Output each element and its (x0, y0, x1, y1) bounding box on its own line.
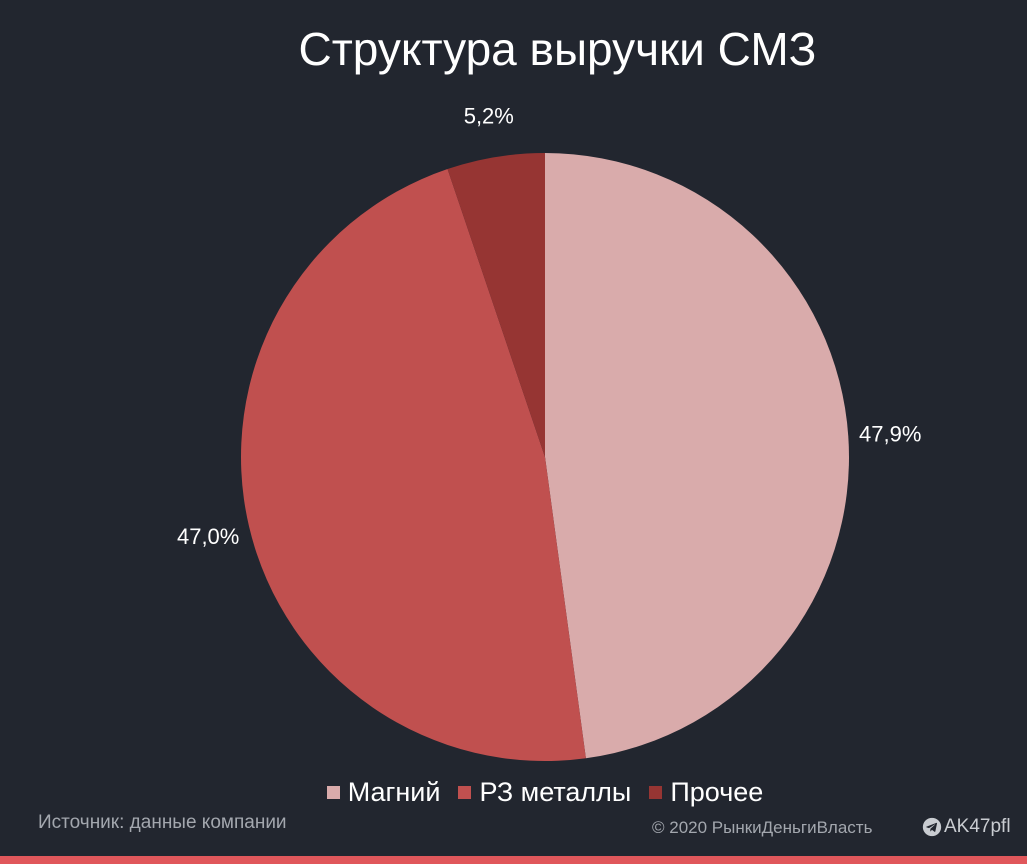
chart-title: Структура выручки СМЗ (298, 23, 817, 75)
accent-bar (0, 856, 1027, 864)
telegram-icon (922, 817, 942, 837)
copyright-note: © 2020 РынкиДеньгиВласть (652, 818, 873, 837)
legend-label-rare-earth-metals: РЗ металлы (479, 777, 632, 807)
legend-item-magnesium: Магний (326, 777, 441, 808)
legend-swatch-other (649, 786, 663, 799)
data-label-other: 5,2% (464, 104, 514, 129)
legend-label-magnesium: Магний (347, 777, 441, 807)
pie-slice-rare-earth-metals (240, 169, 586, 761)
pie-slice-other (447, 153, 545, 457)
telegram-handle: AK47pfl (922, 816, 1011, 838)
legend-swatch-rare-earth-metals (458, 786, 472, 799)
chart-legend: Магний РЗ металлы Прочее (0, 777, 1027, 808)
legend-swatch-magnesium (326, 786, 340, 799)
source-note: Источник: данные компании (38, 812, 287, 833)
data-label-magnesium: 47,9% (859, 422, 921, 447)
telegram-label: AK47pfl (944, 816, 1011, 837)
legend-label-other: Прочее (670, 777, 764, 807)
data-label-rare-earth-metals: 47,0% (177, 524, 239, 549)
pie-slice-magnesium (545, 153, 850, 759)
legend-item-rare-earth-metals: РЗ металлы (458, 777, 631, 808)
legend-item-other: Прочее (649, 777, 763, 808)
